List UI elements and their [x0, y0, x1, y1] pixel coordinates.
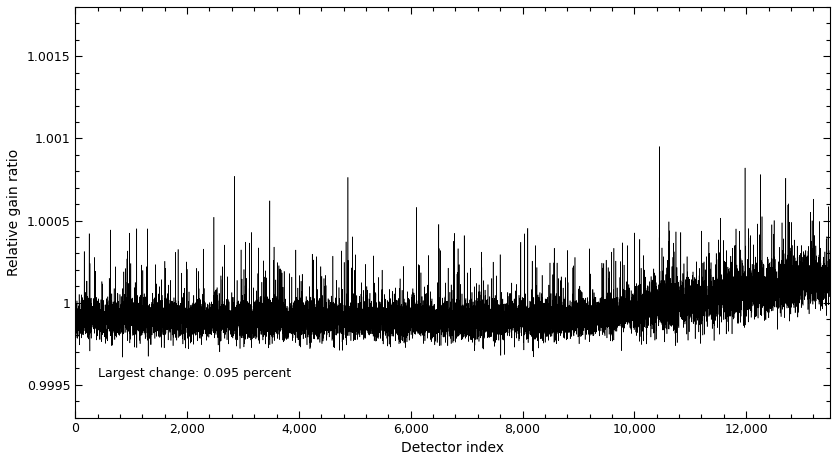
X-axis label: Detector index: Detector index	[400, 441, 503, 455]
Text: Largest change: 0.095 percent: Largest change: 0.095 percent	[98, 366, 290, 380]
Y-axis label: Relative gain ratio: Relative gain ratio	[7, 149, 21, 276]
